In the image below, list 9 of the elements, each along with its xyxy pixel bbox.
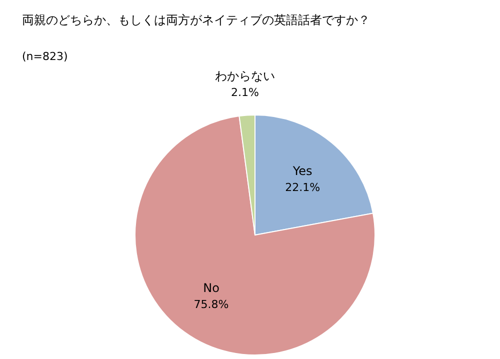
pie-slice: [134, 116, 376, 356]
chart-title: 両親のどちらか、もしくは両方がネイティブの英語話者ですか？: [22, 13, 370, 27]
data-label: 75.8%: [194, 298, 229, 312]
text: (n=823): [22, 50, 68, 63]
slice-label: Yes: [292, 164, 312, 178]
data-label: 22.1%: [285, 180, 320, 194]
slice-label: No: [203, 281, 220, 296]
data-label: 2.1%: [230, 86, 259, 99]
slice-label: わからない: [214, 68, 275, 83]
